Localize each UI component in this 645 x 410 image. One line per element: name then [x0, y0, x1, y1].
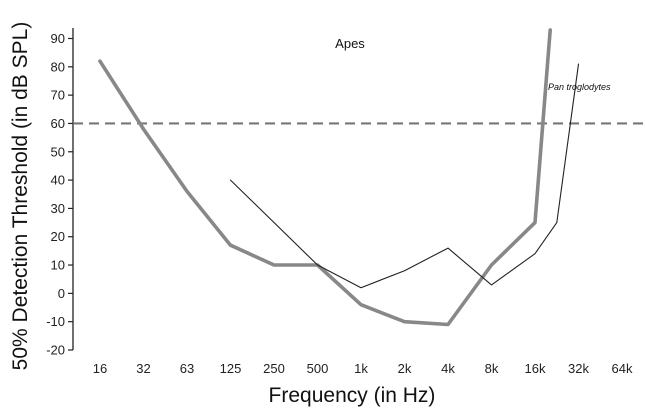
x-tick-label-32: 32	[136, 361, 150, 376]
y-axis-title: 50% Detection Threshold (in dB SPL)	[9, 22, 32, 371]
y-ticks: 90 80 70 60 50 40 30 20 10 0 -10 -20	[46, 31, 73, 358]
y-tick-label--20: -20	[46, 343, 65, 358]
y-tick-label-40: 40	[51, 173, 65, 188]
y-tick-label-70: 70	[51, 88, 65, 103]
x-ticks: 16 32 63 125 250 500 1k 2k 4k 8k 16k 32k 64k	[93, 361, 633, 376]
y-tick-label--10: -10	[46, 314, 65, 329]
x-tick-label-64k: 64k	[612, 361, 633, 376]
x-tick-label-16k: 16k	[525, 361, 546, 376]
y-tick-label-10: 10	[51, 258, 65, 273]
y-tick-label-30: 30	[51, 201, 65, 216]
x-tick-label-63: 63	[180, 361, 194, 376]
x-tick-label-16: 16	[93, 361, 107, 376]
x-tick-label-500: 500	[307, 361, 329, 376]
x-axis-title: Frequency (in Hz)	[269, 384, 436, 407]
y-tick-label-0: 0	[58, 286, 65, 301]
x-tick-label-8k: 8k	[485, 361, 499, 376]
series-layer	[98, 28, 580, 327]
x-tick-label-1k: 1k	[354, 361, 368, 376]
y-tick-label-20: 20	[51, 229, 65, 244]
series-line-apes	[98, 28, 553, 327]
x-tick-label-250: 250	[263, 361, 285, 376]
series-line-pan-troglodytes	[229, 63, 580, 289]
x-tick-label-4k: 4k	[441, 361, 455, 376]
x-tick-label-2k: 2k	[398, 361, 412, 376]
y-tick-label-50: 50	[51, 144, 65, 159]
y-tick-label-90: 90	[51, 31, 65, 46]
chart-title: Apes	[335, 36, 365, 51]
y-tick-label-80: 80	[51, 59, 65, 74]
x-tick-label-32k: 32k	[568, 361, 589, 376]
series-label-pan-troglodytes: Pan troglodytes	[548, 82, 611, 92]
x-tick-label-125: 125	[220, 361, 242, 376]
y-tick-label-60: 60	[51, 116, 65, 131]
